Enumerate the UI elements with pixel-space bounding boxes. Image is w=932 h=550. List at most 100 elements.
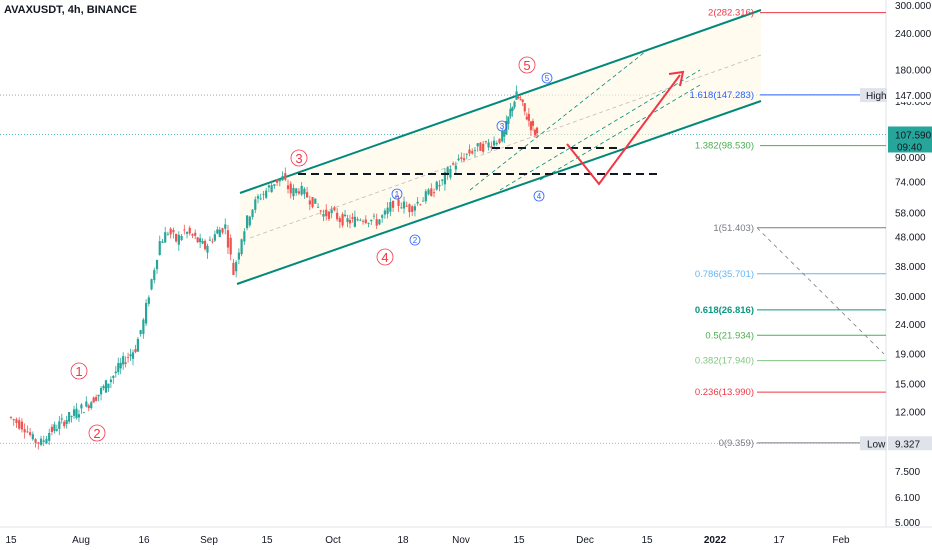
candle-body [15,419,18,423]
candle-body [325,209,328,217]
fib-level-label: 1.618(147.283) [690,90,754,101]
candle-body [441,179,444,181]
price-tick-label: 74.000 [895,178,926,189]
candle-body [90,402,93,409]
candle-body [155,259,159,270]
candle-body [114,371,117,374]
candle-body [519,98,522,100]
candle-body [383,210,386,215]
candle-body [142,319,145,334]
wave-label-primary-circle [376,248,394,266]
candle-body [95,396,98,401]
candle-body [270,185,273,193]
candle-body [286,185,290,190]
candle-body [194,232,197,236]
candle-body [50,426,54,433]
candle-body [422,200,425,202]
price-tick-label: 5.000 [895,518,920,529]
price-tick-label: 180.000 [895,66,932,77]
candle-body [226,230,230,248]
candle-body [112,375,115,379]
candle-body [211,241,214,243]
candle-body [487,142,490,148]
price-tick-label: 7.500 [895,467,920,478]
candle-body [201,241,204,244]
candle-body [432,192,436,194]
candle-body [278,178,281,182]
candle-body [136,338,140,352]
candle-body [402,201,406,209]
low-price-label: 9.327 [895,439,920,450]
candle-body [394,196,397,198]
candle-body [511,107,514,112]
wave-label-primary-circle [518,56,536,74]
candle-body [446,167,449,175]
fib-level-label: 0(9.359) [719,438,754,449]
candle-body [102,386,105,389]
wave-label-secondary-circle [391,188,403,200]
wave-label-primary: 3 [295,151,302,166]
candle-body [175,233,178,242]
candle-body [203,240,207,250]
candle-body [196,237,199,243]
candle-body [92,397,95,403]
candle-body [503,131,506,137]
candle-body [311,197,314,208]
candle-body [462,158,466,161]
time-tick-label: 15 [5,535,17,546]
candle-body [20,421,24,430]
price-tick-label: 12.000 [895,407,926,418]
candle-body [87,405,90,409]
time-tick-label: 17 [773,535,785,546]
candle-body [12,419,15,421]
candle-body [153,270,156,281]
wave-label-secondary-circle [496,120,508,132]
wave-label-secondary-circle [533,190,545,202]
candle-body [240,239,243,255]
countdown-label: 09:40 [897,142,922,153]
current-price-label: 107.590 [895,130,932,141]
fib-level-label: 1(51.403) [713,223,754,234]
fib-trend-line [756,227,885,355]
wave-label-primary: 2 [93,426,100,441]
time-tick-label: Feb [832,535,850,546]
candle-body [208,239,212,241]
wave-label-secondary: 4 [537,192,542,201]
candle-body [473,149,477,151]
candle-body [26,431,29,433]
candle-body [172,229,175,233]
candle-body [490,146,493,148]
candle-body [18,420,21,429]
candle-body [180,235,183,240]
candle-body [199,238,202,243]
price-tick-label: 300.000 [895,1,932,12]
time-tick-label: 15 [261,535,273,546]
candle-body [527,113,530,121]
candle-body [169,228,172,235]
candle-body [273,184,276,186]
candle-body [535,127,539,134]
candle-body [297,191,301,194]
candle-body [23,429,26,433]
current-price-box [888,126,932,153]
candle-body [206,245,209,253]
candle-body [482,143,485,152]
candle-body [419,204,422,206]
candle-body [400,207,403,209]
candle-body [336,212,339,220]
candle-body [29,432,32,435]
candle-body [131,352,135,359]
candle-body [97,394,100,397]
candle-body [48,432,51,441]
candle-body [303,188,306,195]
candle-body [37,442,40,444]
candle-body [471,151,474,154]
candle-body [372,215,376,217]
wave-label-secondary: 2 [413,236,418,245]
candle-body [117,363,120,373]
candle-body [251,209,254,217]
candle-body [129,354,132,357]
candle-body [484,141,487,143]
candle-body [53,424,56,431]
